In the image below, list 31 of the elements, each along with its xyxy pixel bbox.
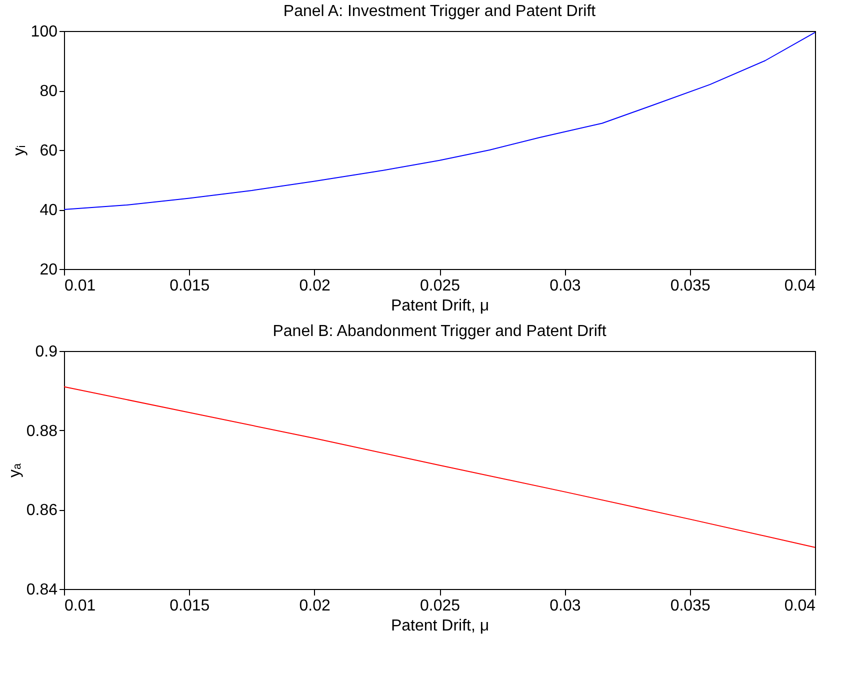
x-tick-label: 0.015 bbox=[170, 278, 210, 294]
y-tick-label: 0.9 bbox=[35, 344, 58, 360]
y-tick-label: 40 bbox=[40, 202, 58, 219]
x-axis-title: Patent Drift, μ bbox=[390, 298, 490, 314]
x-tick-label: 0.015 bbox=[170, 598, 210, 614]
y-tick-label: 0.88 bbox=[26, 422, 58, 440]
y-tick-label: 100 bbox=[30, 24, 58, 40]
x-tick-label: 0.04 bbox=[784, 278, 816, 294]
x-tick-label: 0.03 bbox=[550, 598, 581, 614]
x-tick-label: 0.025 bbox=[420, 598, 460, 614]
y-tick-label: 80 bbox=[40, 83, 58, 100]
y-tick-label: 60 bbox=[40, 142, 58, 160]
chart-title: Panel B: Abandonment Trigger and Patent Drift bbox=[272, 323, 607, 340]
y-tick-label: 20 bbox=[40, 262, 58, 278]
x-tick-label: 0.02 bbox=[299, 598, 331, 614]
x-tick-label: 0.03 bbox=[550, 278, 581, 294]
x-tick-label: 0.035 bbox=[670, 598, 710, 614]
chart-title: Panel A: Investment Trigger and Patent Drift bbox=[283, 3, 596, 20]
y-axis-title: yₐ bbox=[6, 462, 24, 478]
x-tick-label: 0.025 bbox=[420, 278, 460, 294]
x-tick-label: 0.01 bbox=[64, 598, 96, 614]
y-axis-title: yᵢ bbox=[10, 145, 28, 156]
x-axis-title: Patent Drift, μ bbox=[390, 618, 490, 634]
x-tick-label: 0.035 bbox=[670, 278, 710, 294]
line-series bbox=[64, 32, 816, 210]
x-tick-label: 0.02 bbox=[299, 278, 331, 294]
x-tick-label: 0.04 bbox=[784, 598, 816, 614]
y-tick-label: 0.84 bbox=[26, 582, 58, 598]
line-series bbox=[64, 386, 816, 548]
x-tick-label: 0.01 bbox=[64, 278, 96, 294]
y-tick-label: 0.86 bbox=[26, 502, 58, 520]
